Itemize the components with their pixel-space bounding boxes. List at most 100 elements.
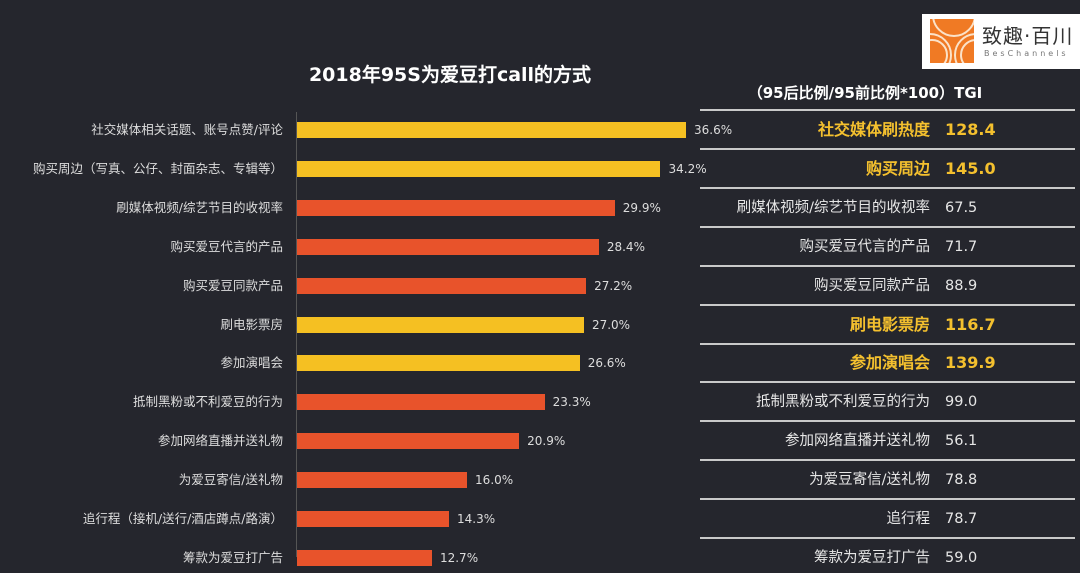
table-row: 购买周边 145.0 <box>700 154 1075 184</box>
bar <box>297 238 599 255</box>
value-label: 14.3% <box>456 512 496 526</box>
table-row: 购买爱豆代言的产品 71.7 <box>700 232 1075 262</box>
bar-row: 追行程（接机/送行/酒店蹲点/路演） 14.3% <box>0 509 1080 529</box>
bar-row: 参加演唱会 26.6% <box>0 353 1080 373</box>
row-name: 购买周边 <box>865 158 930 178</box>
table-divider <box>700 498 1075 501</box>
row-tgi: 56.1 <box>945 433 978 450</box>
bar <box>297 472 468 489</box>
row-name: 抵制黑粉或不利爱豆的行为 <box>756 394 930 411</box>
row-name: 刷媒体视频/综艺节目的收视率 <box>736 199 930 216</box>
row-tgi: 78.7 <box>945 511 978 527</box>
row-name: 追行程 <box>886 511 931 527</box>
category-label: 抵制黑粉或不利爱豆的行为 <box>132 394 283 410</box>
table-divider <box>700 342 1075 345</box>
row-tgi: 59.0 <box>945 549 978 566</box>
row-tgi: 145.0 <box>945 158 996 178</box>
bar <box>297 549 432 566</box>
value-label: 26.6% <box>587 356 626 371</box>
row-tgi: 67.5 <box>945 199 978 216</box>
bar <box>297 394 545 411</box>
table-row: 刷电影票房 116.7 <box>700 310 1075 340</box>
row-tgi: 71.7 <box>945 238 978 255</box>
row-name: 筹款为爱豆打广告 <box>814 549 930 566</box>
bar <box>297 122 686 138</box>
row-tgi: 99.0 <box>945 394 978 411</box>
category-label: 参加演唱会 <box>220 355 283 371</box>
table-row: 为爱豆寄信/送礼物 78.8 <box>700 465 1075 495</box>
row-tgi: 139.9 <box>945 353 996 373</box>
bar <box>297 199 615 216</box>
row-name: 社交媒体刷热度 <box>817 120 930 139</box>
bar-row: 购买爱豆代言的产品 28.4% <box>0 237 1080 257</box>
row-name: 参加网络直播并送礼物 <box>785 433 930 450</box>
bar-row: 参加网络直播并送礼物 20.9% <box>0 431 1080 451</box>
table-divider <box>700 186 1075 189</box>
bar-row: 刷媒体视频/综艺节目的收视率 29.9% <box>0 198 1080 218</box>
category-label: 刷电影票房 <box>220 316 283 332</box>
table-divider <box>700 109 1075 111</box>
table-divider <box>700 420 1075 423</box>
value-label: 16.0% <box>475 473 514 488</box>
table-divider <box>700 148 1075 150</box>
bar-row: 购买周边（写真、公仔、封面杂志、专辑等） 34.2% <box>0 159 1080 179</box>
table-divider <box>700 459 1075 462</box>
value-label: 34.2% <box>668 161 707 176</box>
bar <box>297 355 580 372</box>
bar <box>297 433 520 450</box>
table-divider <box>700 381 1075 384</box>
category-label: 刷媒体视频/综艺节目的收视率 <box>116 199 283 215</box>
value-label: 36.6% <box>694 123 733 137</box>
logo-subtext: BesChannels <box>984 49 1069 58</box>
table-row: 参加网络直播并送礼物 56.1 <box>700 426 1075 456</box>
category-label: 购买周边（写真、公仔、封面杂志、专辑等） <box>32 160 283 176</box>
bar-row: 抵制黑粉或不利爱豆的行为 23.3% <box>0 392 1080 412</box>
bar-row: 刷电影票房 27.0% <box>0 315 1080 335</box>
table-divider <box>700 537 1075 539</box>
value-label: 29.9% <box>622 200 661 215</box>
category-label: 社交媒体相关话题、账号点赞/评论 <box>91 122 283 137</box>
value-label: 23.3% <box>552 395 591 410</box>
value-label: 20.9% <box>527 434 566 449</box>
bar <box>297 160 661 177</box>
logo-text: 致趣·百川 <box>982 24 1074 48</box>
table-row: 购买爱豆同款产品 88.9 <box>700 271 1075 301</box>
value-label: 27.0% <box>591 317 631 332</box>
bar <box>297 511 449 527</box>
row-name: 购买爱豆同款产品 <box>814 277 930 294</box>
bar-row: 购买爱豆同款产品 27.2% <box>0 276 1080 296</box>
category-label: 为爱豆寄信/送礼物 <box>178 472 283 488</box>
bar-row: 为爱豆寄信/送礼物 16.0% <box>0 470 1080 490</box>
row-name: 为爱豆寄信/送礼物 <box>809 472 930 489</box>
category-label: 购买爱豆代言的产品 <box>170 238 283 254</box>
y-axis-line <box>296 112 297 557</box>
row-name: 刷电影票房 <box>849 314 930 334</box>
bar <box>297 316 584 333</box>
table-row: 抵制黑粉或不利爱豆的行为 99.0 <box>700 387 1075 417</box>
category-label: 追行程（接机/送行/酒店蹲点/路演） <box>82 511 283 526</box>
row-tgi: 88.9 <box>945 277 978 294</box>
tgi-table-header: （95后比例/95前比例*100）TGI <box>747 84 983 102</box>
table-row: 筹款为爱豆打广告 59.0 <box>700 543 1075 573</box>
row-name: 参加演唱会 <box>849 353 930 373</box>
value-label: 28.4% <box>606 239 645 254</box>
value-label: 12.7% <box>439 550 479 565</box>
category-label: 参加网络直播并送礼物 <box>157 433 283 449</box>
beschannels-logo: 致趣·百川 BesChannels <box>922 14 1080 69</box>
row-name: 购买爱豆代言的产品 <box>799 238 931 255</box>
value-label: 27.2% <box>594 278 633 293</box>
table-divider <box>700 303 1075 306</box>
category-label: 购买爱豆同款产品 <box>182 277 283 293</box>
table-row: 刷媒体视频/综艺节目的收视率 67.5 <box>700 193 1075 223</box>
logo-mark-icon <box>930 19 974 63</box>
row-tgi: 78.8 <box>945 472 978 489</box>
table-divider <box>700 225 1075 228</box>
category-label: 筹款为爱豆打广告 <box>182 549 283 565</box>
table-divider <box>700 264 1075 267</box>
table-row: 参加演唱会 139.9 <box>700 348 1075 378</box>
bar-row: 社交媒体相关话题、账号点赞/评论 36.6% <box>0 120 1080 140</box>
table-row: 追行程 78.7 <box>700 504 1075 534</box>
row-tgi: 116.7 <box>945 314 996 334</box>
chart-title: 2018年95S为爱豆打call的方式 <box>308 64 592 86</box>
bar <box>297 277 587 294</box>
